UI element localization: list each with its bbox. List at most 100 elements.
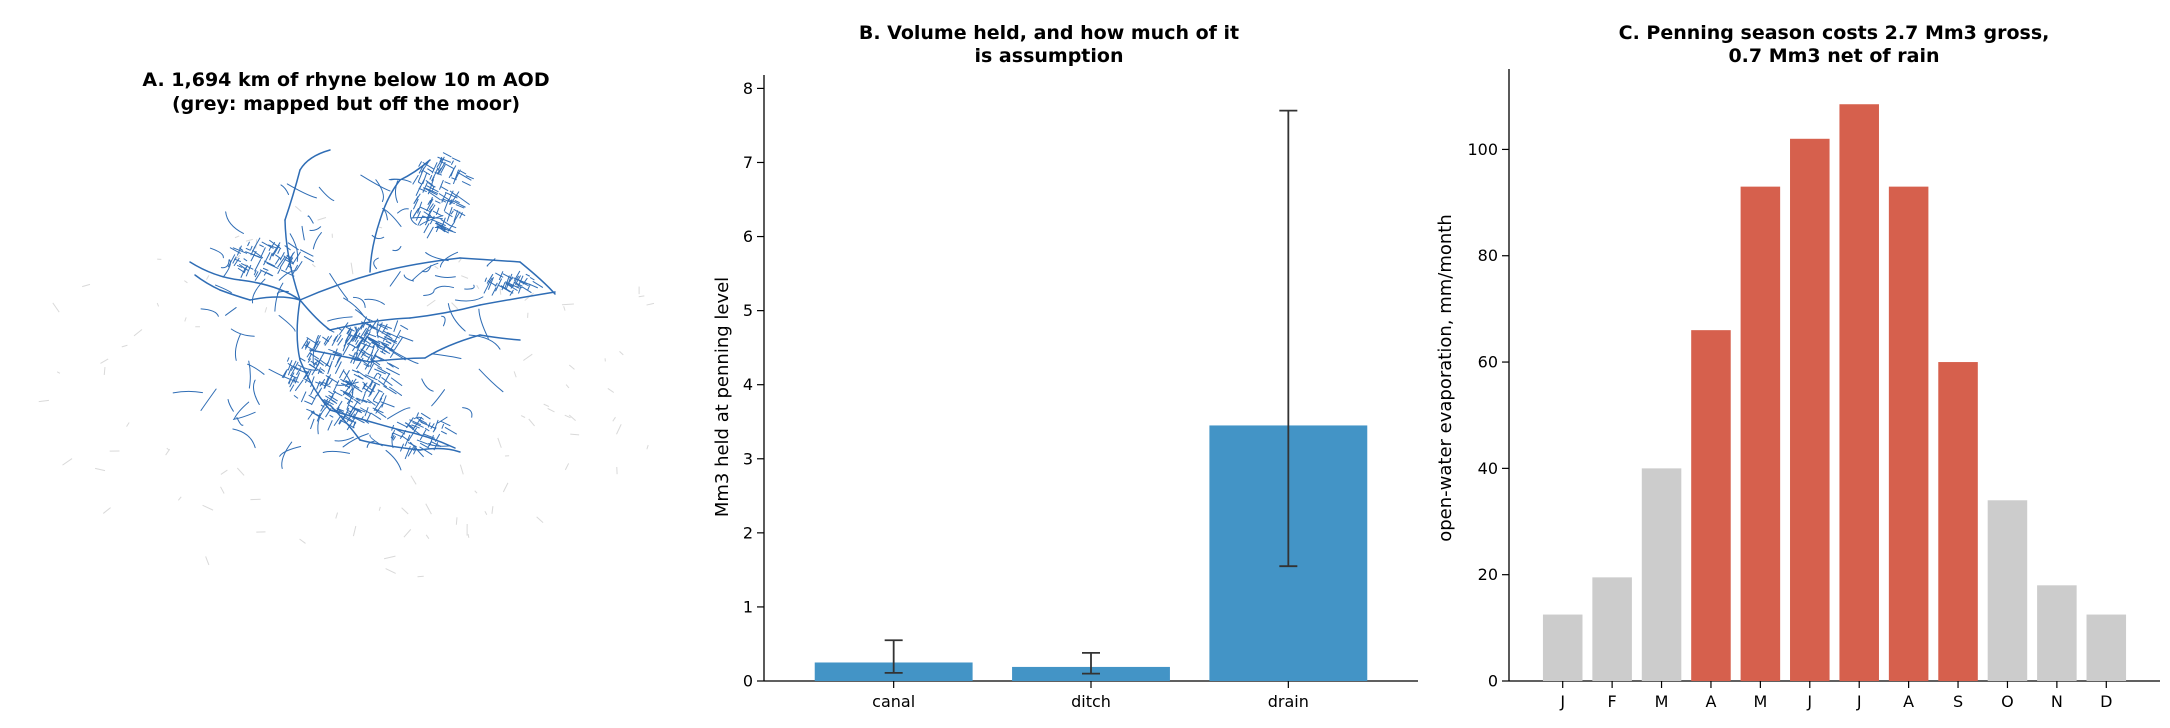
rhyne-segment — [328, 360, 333, 372]
rhyne-segment — [412, 174, 419, 185]
rhyne-segment — [220, 259, 230, 269]
rhyne-segment — [271, 241, 276, 247]
off-moor-segment — [378, 506, 381, 511]
rhyne-segment — [337, 400, 343, 409]
rhyne-segment — [413, 208, 420, 217]
rhyne-segment — [366, 336, 380, 347]
bar — [1691, 330, 1731, 681]
off-moor-segment — [434, 265, 439, 270]
rhyne-segment — [352, 356, 362, 362]
rhyne-segment — [356, 397, 368, 404]
panel-c-ylabel: open-water evaporation, mm/month — [1435, 214, 1456, 542]
off-moor-segment — [474, 490, 478, 494]
rhyne-segment — [317, 405, 328, 435]
off-moor-segment — [350, 262, 354, 275]
rhyne-segment — [351, 344, 357, 349]
rhyne-segment — [427, 178, 434, 195]
rhyne-segment — [262, 267, 269, 271]
off-moor-segment — [202, 504, 214, 511]
rhyne-segment — [427, 168, 433, 173]
rhyne-segment — [344, 397, 354, 403]
rhyne-segment — [323, 376, 330, 389]
rhyne-segment — [396, 421, 408, 428]
rhyne-segment — [392, 351, 406, 361]
rhyne-segment — [259, 244, 264, 248]
rhyne-segment — [277, 267, 282, 274]
rhyne-segment — [427, 422, 431, 428]
rhyne-segment — [423, 223, 430, 234]
rhyne-segment — [513, 277, 528, 285]
rhyne-segment — [521, 286, 532, 294]
rhyne-segment — [390, 377, 403, 387]
rhyne-segment — [392, 427, 406, 435]
rhyne-segment — [343, 391, 354, 400]
off-moor-segment — [568, 414, 576, 421]
off-moor-segment — [451, 302, 459, 310]
x-tick-label: J — [1559, 692, 1565, 711]
rhyne-segment — [438, 193, 453, 202]
off-moor-segment — [543, 403, 550, 408]
rhyne-segment — [338, 369, 345, 379]
rhyne-segment — [431, 162, 438, 174]
x-tick-label: M — [1655, 692, 1669, 711]
off-moor-segment — [94, 467, 106, 472]
rhyne-segment — [436, 158, 443, 168]
rhyne-segment — [389, 349, 419, 365]
rhyne-segment — [326, 328, 335, 333]
rhyne-segment — [404, 434, 411, 447]
rhyne-segment — [301, 225, 305, 241]
rhyne-segment — [333, 416, 341, 427]
rhyne-segment — [268, 244, 278, 249]
rhyne-segment — [287, 366, 293, 376]
rhyne-segment — [353, 373, 364, 380]
rhyne-segment — [428, 203, 434, 211]
rhyne-segment — [377, 323, 388, 330]
off-moor-segment — [205, 556, 210, 566]
rhyne-segment — [277, 256, 286, 268]
rhyne-segment — [299, 271, 381, 301]
rhyne-segment — [486, 258, 496, 267]
rhyne-segment — [409, 304, 481, 319]
rhyne-segment — [295, 260, 303, 271]
panel-c-title-line1: C. Penning season costs 2.7 Mm3 gross, — [1619, 22, 2050, 44]
off-moor-segment — [563, 306, 566, 311]
rhyne-segment — [308, 363, 323, 373]
rhyne-segment — [374, 368, 386, 375]
panel-b: B. Volume held, and how much of it is as… — [712, 22, 1418, 711]
rhyne-segment — [346, 400, 351, 405]
y-tick-label: 0 — [1488, 672, 1498, 691]
rhyne-segment — [292, 251, 301, 264]
off-moor-segment — [564, 463, 570, 471]
rhyne-segment — [500, 285, 514, 294]
rhyne-segment — [353, 385, 363, 393]
rhyne-segment — [422, 161, 435, 170]
rhyne-segment — [266, 262, 279, 269]
rhyne-segment — [424, 214, 432, 226]
rhyne-segment — [487, 277, 494, 290]
rhyne-segment — [367, 336, 381, 344]
rhyne-segment — [444, 211, 453, 218]
rhyne-segment — [373, 397, 383, 411]
rhyne-segment — [280, 184, 290, 195]
rhyne-segment — [390, 178, 412, 183]
rhyne-segment — [375, 403, 384, 414]
rhyne-segment — [376, 321, 379, 339]
off-moor-segment — [547, 408, 555, 413]
bar — [1542, 614, 1583, 681]
rhyne-segment — [352, 378, 357, 384]
rhyne-segment — [464, 284, 475, 290]
rhyne-segment — [440, 420, 451, 427]
x-tick-label: O — [2001, 692, 2014, 711]
rhyne-segment — [416, 417, 428, 425]
rhyne-segment — [386, 332, 400, 339]
off-moor-segment — [607, 387, 615, 393]
off-moor-segment — [455, 517, 458, 525]
rhyne-segment — [382, 209, 388, 221]
bar — [1839, 104, 1879, 682]
rhyne-segment — [412, 422, 424, 428]
rhyne-segment — [418, 165, 424, 174]
rhyne-segment — [504, 275, 510, 289]
rhyne-segment — [367, 398, 376, 406]
rhyne-segment — [250, 250, 257, 262]
bar — [1740, 186, 1781, 681]
